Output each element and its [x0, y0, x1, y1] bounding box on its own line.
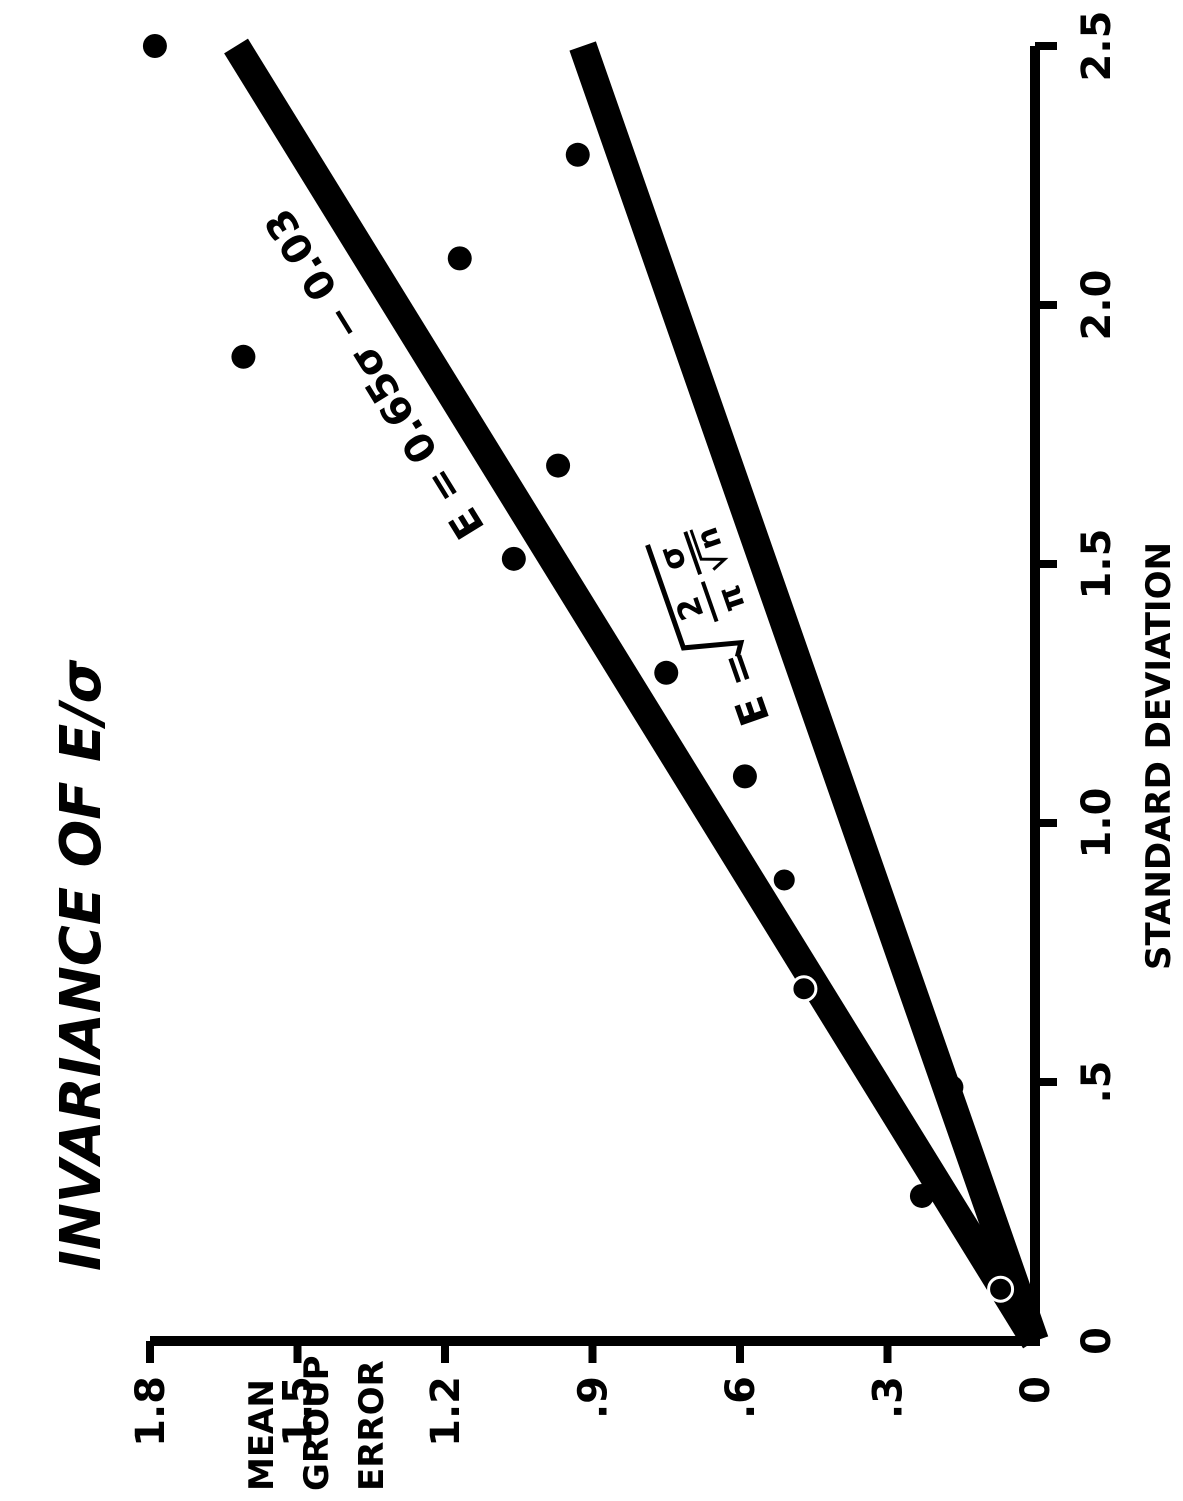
y-tick-label: 1.8 — [128, 1376, 174, 1447]
fit-line — [224, 38, 1047, 1349]
fit-line — [569, 41, 1049, 1346]
sqrt-n-symbol — [689, 529, 729, 571]
y-axis-label-line: MEAN — [242, 1379, 282, 1491]
y-axis-label-line: GROUP — [297, 1355, 337, 1491]
y-axis-label: MEAN GROUP ERROR — [242, 1355, 392, 1491]
data-point — [231, 344, 256, 369]
axes — [146, 42, 1057, 1363]
data-points — [142, 34, 1015, 1303]
y-tick-label: .6 — [718, 1376, 764, 1419]
data-point — [447, 246, 472, 271]
data-point — [565, 142, 590, 167]
y-tick-label: .9 — [571, 1376, 617, 1419]
frac1-denominator: π — [709, 581, 753, 617]
data-point — [654, 660, 679, 685]
y-tick-label: 1.2 — [423, 1376, 469, 1447]
sqrt-symbol — [645, 544, 745, 658]
data-point — [546, 453, 571, 478]
x-axis-label: STANDARD DEVIATION — [1139, 542, 1179, 970]
y-tick-label: .3 — [866, 1376, 912, 1419]
frac2-numerator: σ — [650, 540, 694, 576]
data-point — [909, 1183, 934, 1208]
chart-title: INVARIANCE OF E/σ — [49, 659, 114, 1271]
x-tick-label: 2.5 — [1074, 11, 1120, 82]
x-tick-label: 1.0 — [1074, 788, 1120, 859]
y-axis-label-line: ERROR — [352, 1360, 392, 1491]
data-point — [732, 764, 757, 789]
x-tick-label: 2.0 — [1074, 270, 1120, 341]
frac2-denominator: n — [689, 523, 729, 555]
x-tick-label: 0 — [1074, 1327, 1120, 1355]
tick-labels: 0 .5 1.0 1.5 2.0 2.5 0 .3 .6 .9 1.2 1.5 1.8 — [128, 11, 1120, 1447]
data-point — [142, 34, 167, 58]
frac2-bar — [683, 531, 703, 575]
data-point — [790, 975, 818, 1003]
data-point — [770, 866, 798, 894]
y-tick-label: 0 — [1013, 1376, 1059, 1404]
x-tick-label: .5 — [1074, 1060, 1120, 1103]
y-tick-label: 1.5 — [276, 1376, 322, 1447]
frac1-numerator: 2 — [668, 592, 711, 626]
data-point — [939, 1075, 964, 1100]
data-point — [501, 546, 526, 571]
fit-lines — [224, 38, 1049, 1349]
equation-theory-prefix: E = — [711, 646, 779, 732]
data-point — [987, 1275, 1015, 1303]
x-tick-label: 1.5 — [1074, 529, 1120, 600]
frac1-bar — [700, 581, 719, 623]
